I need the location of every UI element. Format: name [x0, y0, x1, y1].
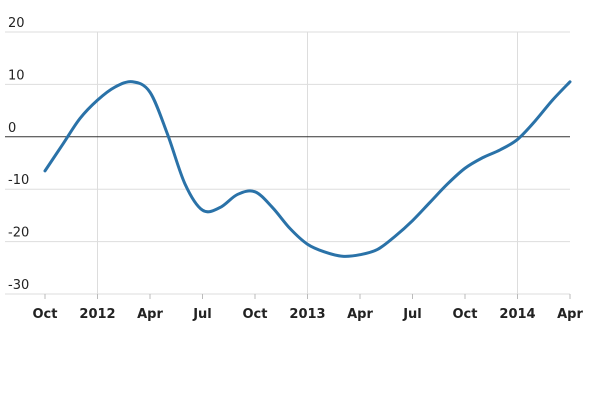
y-tick-label: -20 [8, 226, 29, 241]
x-tick-label: Oct [243, 307, 268, 322]
x-tick-label: Oct [33, 307, 58, 322]
y-tick-label: 0 [8, 121, 16, 136]
x-tick-label: 2012 [79, 307, 115, 322]
x-tick-label: Apr [347, 307, 373, 322]
x-tick-label: Oct [453, 307, 478, 322]
y-tick-label: -30 [8, 278, 29, 293]
series-line [43, 80, 572, 258]
grid [5, 31, 570, 295]
x-tick-label: Apr [557, 307, 583, 322]
y-tick-label: 20 [8, 16, 25, 31]
x-tick-label: 2013 [289, 307, 325, 322]
y-tick-label: 10 [8, 68, 25, 83]
x-tick-label: 2014 [499, 307, 535, 322]
y-tick-label: -10 [8, 173, 29, 188]
x-tick-label: Apr [137, 307, 163, 322]
series-layer [43, 80, 572, 258]
x-tick-label: Jul [402, 307, 422, 322]
axes [5, 136, 571, 299]
x-tick-label: Jul [192, 307, 212, 322]
tick-labels: 20 10 0 -10 -20 -30 Oct 2012 Apr Jul Oct 2013 Apr Jul… [8, 16, 583, 322]
